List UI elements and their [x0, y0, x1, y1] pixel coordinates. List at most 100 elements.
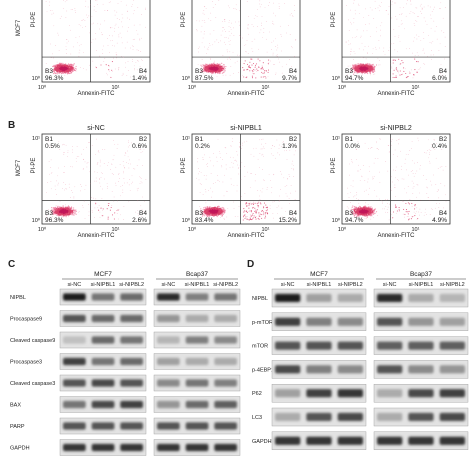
quadrant-label-b1: B1	[45, 136, 53, 143]
blot-band	[377, 365, 403, 374]
blot-band	[439, 293, 465, 302]
blot-lane-label: si-NC	[383, 282, 397, 288]
flow-y-tick: 10⁰	[32, 217, 41, 224]
quadrant-label-b4: B4	[289, 68, 297, 75]
event-scatter	[46, 138, 147, 221]
blot-row-label: p-4EBP1	[252, 367, 274, 373]
flow-x-tick: 10⁰	[338, 84, 347, 91]
flow-y-axis-label: PI-PE	[331, 12, 337, 28]
flow-y-tick: 10⁰	[182, 217, 191, 224]
blot-band	[214, 400, 237, 409]
blot-lane-label: si-NIPBL2	[119, 282, 144, 288]
blot-band	[120, 314, 143, 323]
blot-band	[63, 422, 86, 430]
event-scatter	[196, 0, 297, 79]
blot-band	[185, 357, 209, 366]
flow-y-axis-label: PI-PE	[31, 158, 37, 174]
blot-band	[91, 422, 115, 430]
blot-band	[157, 336, 180, 344]
blot-row-label: GAPDH	[252, 439, 272, 445]
blot-band	[120, 443, 143, 452]
flow-y-axis-label: PI-PE	[181, 12, 187, 28]
blot-band	[120, 336, 143, 344]
blot-row-label: NIPBL	[10, 295, 26, 301]
quadrant-value-b3: 94.7%	[345, 75, 364, 82]
blot-band	[63, 443, 86, 452]
flow-x-axis-label: Annexin-FITC	[377, 233, 415, 239]
quadrant-value-b1: 0.8%	[195, 0, 210, 2]
blot-row-label: Procaspase9	[10, 317, 42, 323]
blot-band	[408, 293, 434, 302]
blot-band	[337, 412, 363, 421]
blot-band	[377, 341, 403, 350]
quadrant-label-b1: B1	[345, 136, 353, 143]
panel-label-d: D	[247, 259, 254, 270]
quadrant-label-b3: B3	[45, 68, 53, 75]
blot-band	[185, 400, 209, 409]
flow-plot: B10.8%B22.0%B387.5%B49.7%PI-PE10⁰10¹10⁰1…	[181, 0, 301, 97]
blot-band	[185, 379, 209, 387]
quadrant-label-b3: B3	[345, 210, 353, 217]
quadrant-value-b4: 1.4%	[132, 75, 147, 82]
quadrant-value-b2: 0.8%	[132, 0, 147, 2]
flow-x-tick: 10⁰	[38, 84, 47, 91]
blot-band	[157, 422, 180, 430]
blot-group-header: Bcap37	[186, 271, 208, 278]
blot-band	[185, 293, 209, 301]
blot-band	[275, 341, 301, 350]
quadrant-value-b1: 0.8%	[345, 0, 360, 2]
blot-row-label: BAX	[10, 403, 21, 409]
quadrant-value-b3: 96.3%	[45, 217, 64, 224]
quadrant-value-b2: 1.7%	[432, 0, 447, 2]
blot-band	[337, 317, 363, 326]
blot-band	[214, 336, 237, 344]
blot-row-label: p-mTOR	[252, 320, 273, 326]
blot-band	[63, 400, 86, 409]
blot-band	[337, 389, 363, 398]
blot-band	[214, 357, 237, 366]
blot-band	[63, 314, 86, 323]
quadrant-label-b4: B4	[289, 210, 297, 217]
quadrant-value-b1: 0.5%	[45, 143, 60, 150]
blot-band	[120, 293, 143, 301]
blot-band	[306, 341, 332, 350]
flow-x-axis-label: Annexin-FITC	[227, 233, 265, 239]
blot-row-label: Cleaved caspase9	[10, 338, 55, 344]
flow-y-axis-label: PI-PE	[31, 12, 37, 28]
blot-group-header: MCF7	[310, 271, 328, 278]
blot-band	[275, 293, 301, 302]
western-blot-d: MCF7 si-NC si-NIPBL1 si-NIPBL2 Bcap37 si-NC si…	[252, 271, 469, 450]
flow-x-tick: 10⁰	[188, 84, 197, 91]
blot-band	[275, 317, 301, 326]
flow-y-tick: 10¹	[332, 136, 340, 142]
flow-x-axis-label: Annexin-FITC	[227, 91, 265, 97]
blot-band	[275, 389, 301, 398]
blot-group-header: MCF7	[94, 271, 112, 278]
flow-condition-title: si-NIPBL1	[230, 125, 262, 132]
event-scatter	[345, 0, 446, 79]
blot-band	[275, 436, 301, 445]
blot-row-label: LC3	[252, 415, 262, 421]
quadrant-label-b2: B2	[439, 136, 447, 143]
blot-band	[63, 357, 86, 366]
blot-band	[91, 357, 115, 366]
flow-x-axis-label: Annexin-FITC	[77, 91, 115, 97]
quadrant-label-b4: B4	[439, 68, 447, 75]
blot-band	[439, 341, 465, 350]
flow-y-tick: 10⁰	[332, 75, 341, 82]
blot-band	[275, 365, 301, 374]
panel-label-b: B	[8, 120, 15, 131]
quadrant-label-b2: B2	[289, 136, 297, 143]
flow-x-tick: 10⁰	[338, 226, 347, 233]
event-scatter	[196, 137, 297, 221]
blot-band	[91, 336, 115, 344]
blot-band	[185, 314, 209, 323]
blot-band	[337, 436, 363, 445]
blot-band	[377, 389, 403, 398]
blot-band	[157, 293, 180, 301]
quadrant-value-b3: 94.7%	[345, 217, 364, 224]
blot-band	[185, 336, 209, 344]
blot-band	[91, 443, 115, 452]
